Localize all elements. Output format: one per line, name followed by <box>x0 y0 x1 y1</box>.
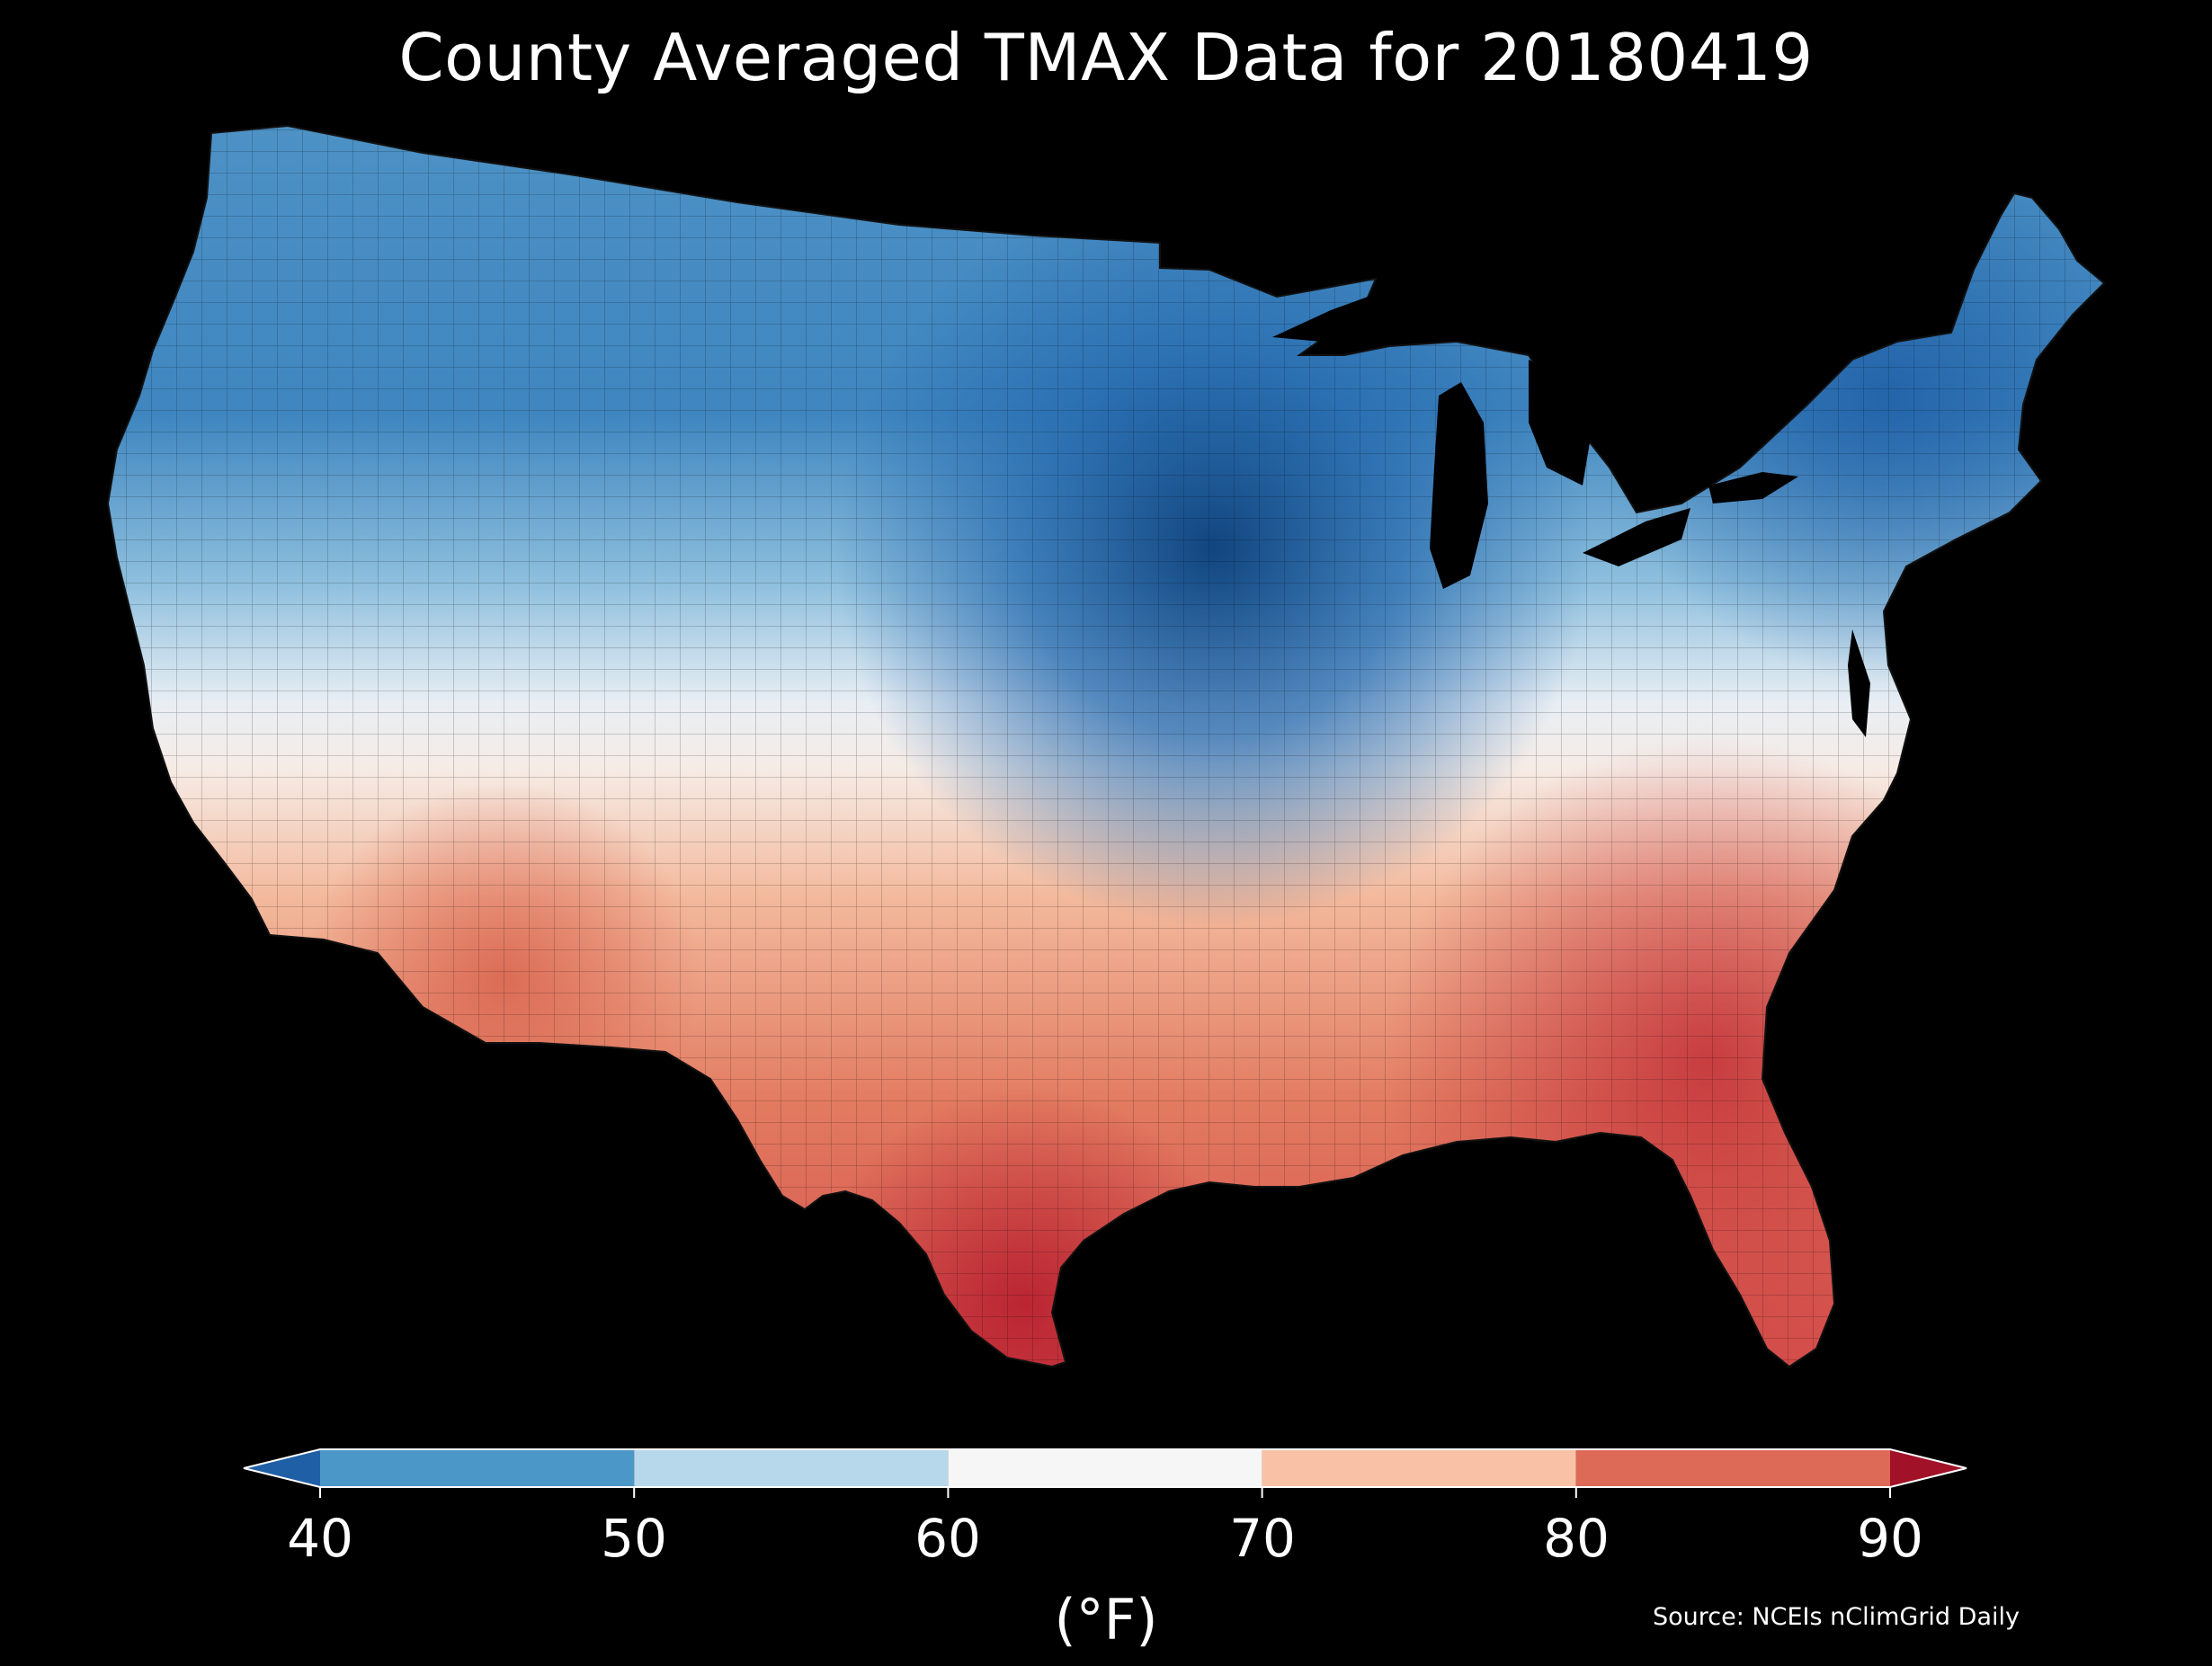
colorbar-tick-50: 50 <box>601 1508 667 1569</box>
colorbar-bin-70-80 <box>1262 1449 1576 1487</box>
map-title: County Averaged TMAX Data for 20180419 <box>398 20 1814 95</box>
source-note: Source: NCEIs nClimGrid Daily <box>1653 1603 2020 1631</box>
colorbar-bin-80-90 <box>1575 1449 1890 1487</box>
colorbar-tick-80: 80 <box>1543 1508 1610 1569</box>
colorbar-units: (°F) <box>1054 1587 1158 1653</box>
colorbar-bin-40-50 <box>320 1449 635 1487</box>
colorbar-bin-50-60 <box>634 1449 949 1487</box>
colorbar-over-arrow <box>1890 1449 1967 1487</box>
colorbar-tick-90: 90 <box>1857 1508 1923 1569</box>
colorbar-tick-40: 40 <box>287 1508 353 1569</box>
chesapeake-bay <box>1848 629 1870 737</box>
colorbar-bin-60-70 <box>948 1449 1262 1487</box>
colorbar-tick-60: 60 <box>914 1508 981 1569</box>
colorbar-tick-70: 70 <box>1229 1508 1296 1569</box>
great-lakes <box>1272 292 1798 589</box>
colorbar-under-arrow <box>244 1449 320 1487</box>
us-county-tmax-map <box>107 125 2105 1368</box>
